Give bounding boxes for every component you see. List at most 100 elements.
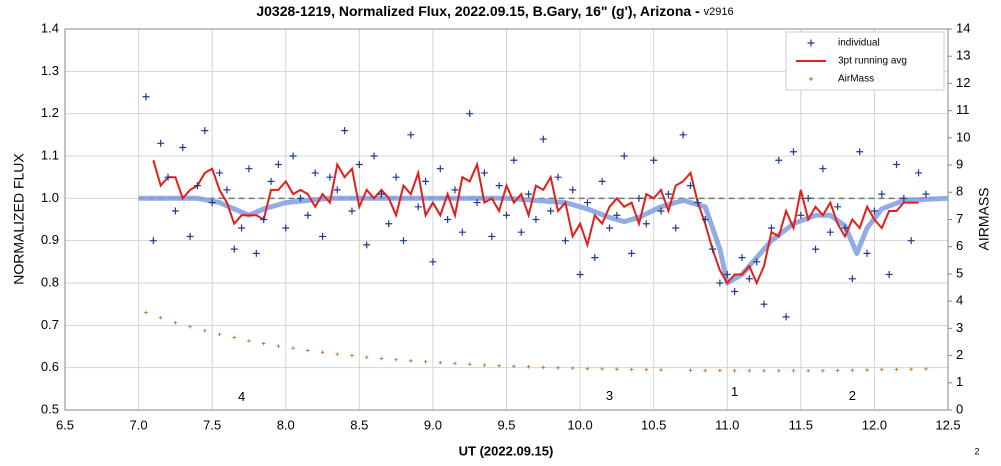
data-point xyxy=(819,165,827,173)
data-point xyxy=(407,131,415,139)
airmass-point xyxy=(732,369,737,373)
airmass-point xyxy=(879,367,884,372)
data-point xyxy=(466,110,474,118)
data-point xyxy=(532,216,540,223)
data-point xyxy=(804,194,812,202)
airmass-point xyxy=(806,369,810,373)
data-point xyxy=(863,249,871,257)
data-point xyxy=(598,177,606,185)
data-point xyxy=(510,156,518,164)
data-point xyxy=(686,182,694,190)
data-point xyxy=(333,186,341,194)
data-point xyxy=(363,241,371,249)
data-point xyxy=(745,275,753,283)
y2-axis-label: AIRMASS xyxy=(976,187,992,250)
x-axis-label: UT (2022.09.15) xyxy=(459,443,554,458)
data-point xyxy=(377,190,385,198)
y-tick-label: 0.7 xyxy=(41,317,59,332)
airmass-point xyxy=(512,364,516,368)
airmass-point xyxy=(320,350,325,355)
data-point xyxy=(503,211,510,219)
data-point xyxy=(525,190,533,198)
y-tick-label: 0.8 xyxy=(41,274,59,289)
data-point xyxy=(392,173,400,181)
running-avg-line xyxy=(152,159,919,286)
data-point xyxy=(760,300,768,308)
airmass-point xyxy=(703,368,707,373)
airmass-point xyxy=(467,362,472,367)
x-tick-label: 10.5 xyxy=(641,417,666,432)
data-point xyxy=(186,232,194,240)
airmass-point xyxy=(585,366,590,371)
airmass-point xyxy=(924,367,928,371)
data-point xyxy=(797,211,805,219)
airmass-point xyxy=(438,360,443,365)
data-point xyxy=(216,169,224,177)
data-point xyxy=(635,194,643,202)
plot-frame xyxy=(64,28,949,411)
data-point xyxy=(620,152,628,160)
airmass-point xyxy=(276,344,281,348)
airmass-point xyxy=(688,368,693,373)
y-tick-label: 0.9 xyxy=(41,232,59,247)
y2-tick-label: 4 xyxy=(956,293,963,308)
data-point xyxy=(245,165,253,173)
airmass-point xyxy=(865,368,869,372)
data-point xyxy=(922,190,930,198)
x-tick-label: 8.5 xyxy=(350,417,368,432)
data-point xyxy=(672,224,680,232)
data-point xyxy=(157,139,165,147)
title-version: v2916 xyxy=(704,6,734,18)
data-point xyxy=(282,224,290,232)
airmass-point xyxy=(556,366,560,370)
data-point xyxy=(650,156,658,164)
legend-label: individual xyxy=(838,38,880,49)
y2-tick-label: 2 xyxy=(956,347,963,362)
y-tick-label: 0.5 xyxy=(41,401,59,416)
chart-title: J0328-1219, Normalized Flux, 2022.09.15,… xyxy=(256,3,733,19)
x-tick-label: 11.5 xyxy=(789,417,813,432)
airmass-point xyxy=(291,346,295,351)
airmass-point xyxy=(158,315,163,320)
data-point xyxy=(561,237,569,245)
data-point xyxy=(679,131,687,139)
y2-tick-label: 0 xyxy=(956,401,963,416)
y-axis-label: NORMALIZED FLUX xyxy=(11,153,27,285)
airmass-point xyxy=(217,332,222,337)
airmass-point xyxy=(247,339,251,343)
airmass-point xyxy=(203,329,207,333)
airmass-point xyxy=(144,310,148,315)
data-point xyxy=(878,190,886,198)
y-tick-label: 1.0 xyxy=(41,190,59,205)
data-point xyxy=(782,313,790,321)
y2-tick-label: 14 xyxy=(956,20,970,35)
airmass-point xyxy=(261,341,266,346)
y2-tick-label: 13 xyxy=(956,48,970,63)
data-point xyxy=(753,258,761,266)
title-main: J0328-1219, Normalized Flux, 2022.09.15,… xyxy=(256,3,703,19)
y2-tick-label: 12 xyxy=(956,75,970,90)
airmass-point xyxy=(482,363,487,367)
y2-tick-label: 8 xyxy=(956,184,963,199)
data-point xyxy=(296,194,304,202)
airmass-point xyxy=(644,367,649,372)
annotation: 4 xyxy=(238,389,245,404)
data-point xyxy=(576,271,584,279)
data-point xyxy=(731,287,739,295)
data-point xyxy=(539,135,547,143)
data-point xyxy=(142,93,150,101)
data-point xyxy=(642,220,650,228)
data-point xyxy=(488,232,496,240)
x-tick-label: 10.0 xyxy=(567,417,592,432)
data-point xyxy=(399,237,407,245)
airmass-point xyxy=(909,367,914,371)
y-tick-label: 0.6 xyxy=(41,359,59,374)
data-point xyxy=(606,224,614,232)
airmass-point xyxy=(409,358,413,363)
data-point xyxy=(870,207,878,215)
data-point xyxy=(311,169,319,177)
data-point xyxy=(319,232,327,240)
data-point xyxy=(444,216,452,223)
data-point xyxy=(812,245,820,253)
data-point xyxy=(149,237,157,245)
